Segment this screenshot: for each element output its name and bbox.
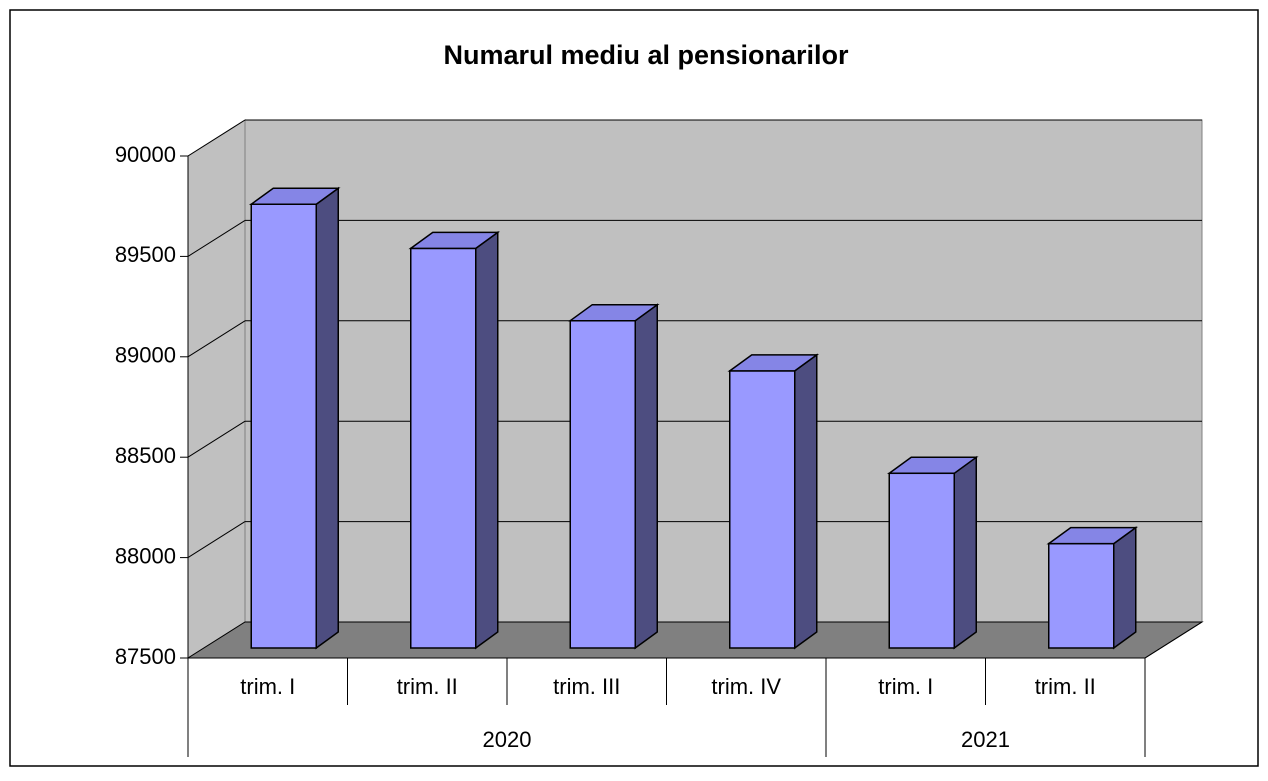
grid-line-side [187,320,246,358]
x-tick-label: trim. I [240,674,295,699]
bar-top [886,456,979,475]
bar-side [794,353,818,650]
grid-line-side [187,219,246,257]
y-tick-label: 88500 [115,443,176,468]
x-tick-label: trim. IV [711,674,781,699]
bar-front [888,472,955,649]
bar-front [1048,542,1115,649]
x-tick-label: trim. II [397,674,458,699]
side-wall [187,119,246,659]
x-tick-label: trim. III [553,674,620,699]
y-tick-label: 89500 [115,242,176,267]
x-tick-label: trim. I [878,674,933,699]
y-tick-label: 89000 [115,343,176,368]
bar-side [634,303,658,650]
bar-top [567,303,660,322]
x-group-label: 2020 [483,727,532,752]
bar-top [1046,526,1139,545]
bar-side [953,455,977,650]
grid-line-side [187,521,246,559]
bar-top [408,231,501,250]
bar-front [569,319,636,649]
bar-side [475,230,499,650]
y-tick-label: 88000 [115,543,176,568]
y-tick-label: 90000 [115,142,176,167]
bar-top [248,187,341,205]
bar-top [727,354,820,372]
x-group-label: 2021 [961,727,1010,752]
bar-side [315,186,339,650]
chart-title: Numarul mediu al pensionarilor [443,40,849,70]
x-axis-depth [1144,621,1203,659]
bar-side [1113,526,1137,650]
y-tick-label: 87500 [115,644,176,669]
bar-front [250,203,317,649]
bar-front [729,370,796,649]
grid-line-side [187,119,246,157]
grid-line-side [187,420,246,458]
x-tick-label: trim. II [1035,674,1096,699]
bar-front [410,247,477,649]
